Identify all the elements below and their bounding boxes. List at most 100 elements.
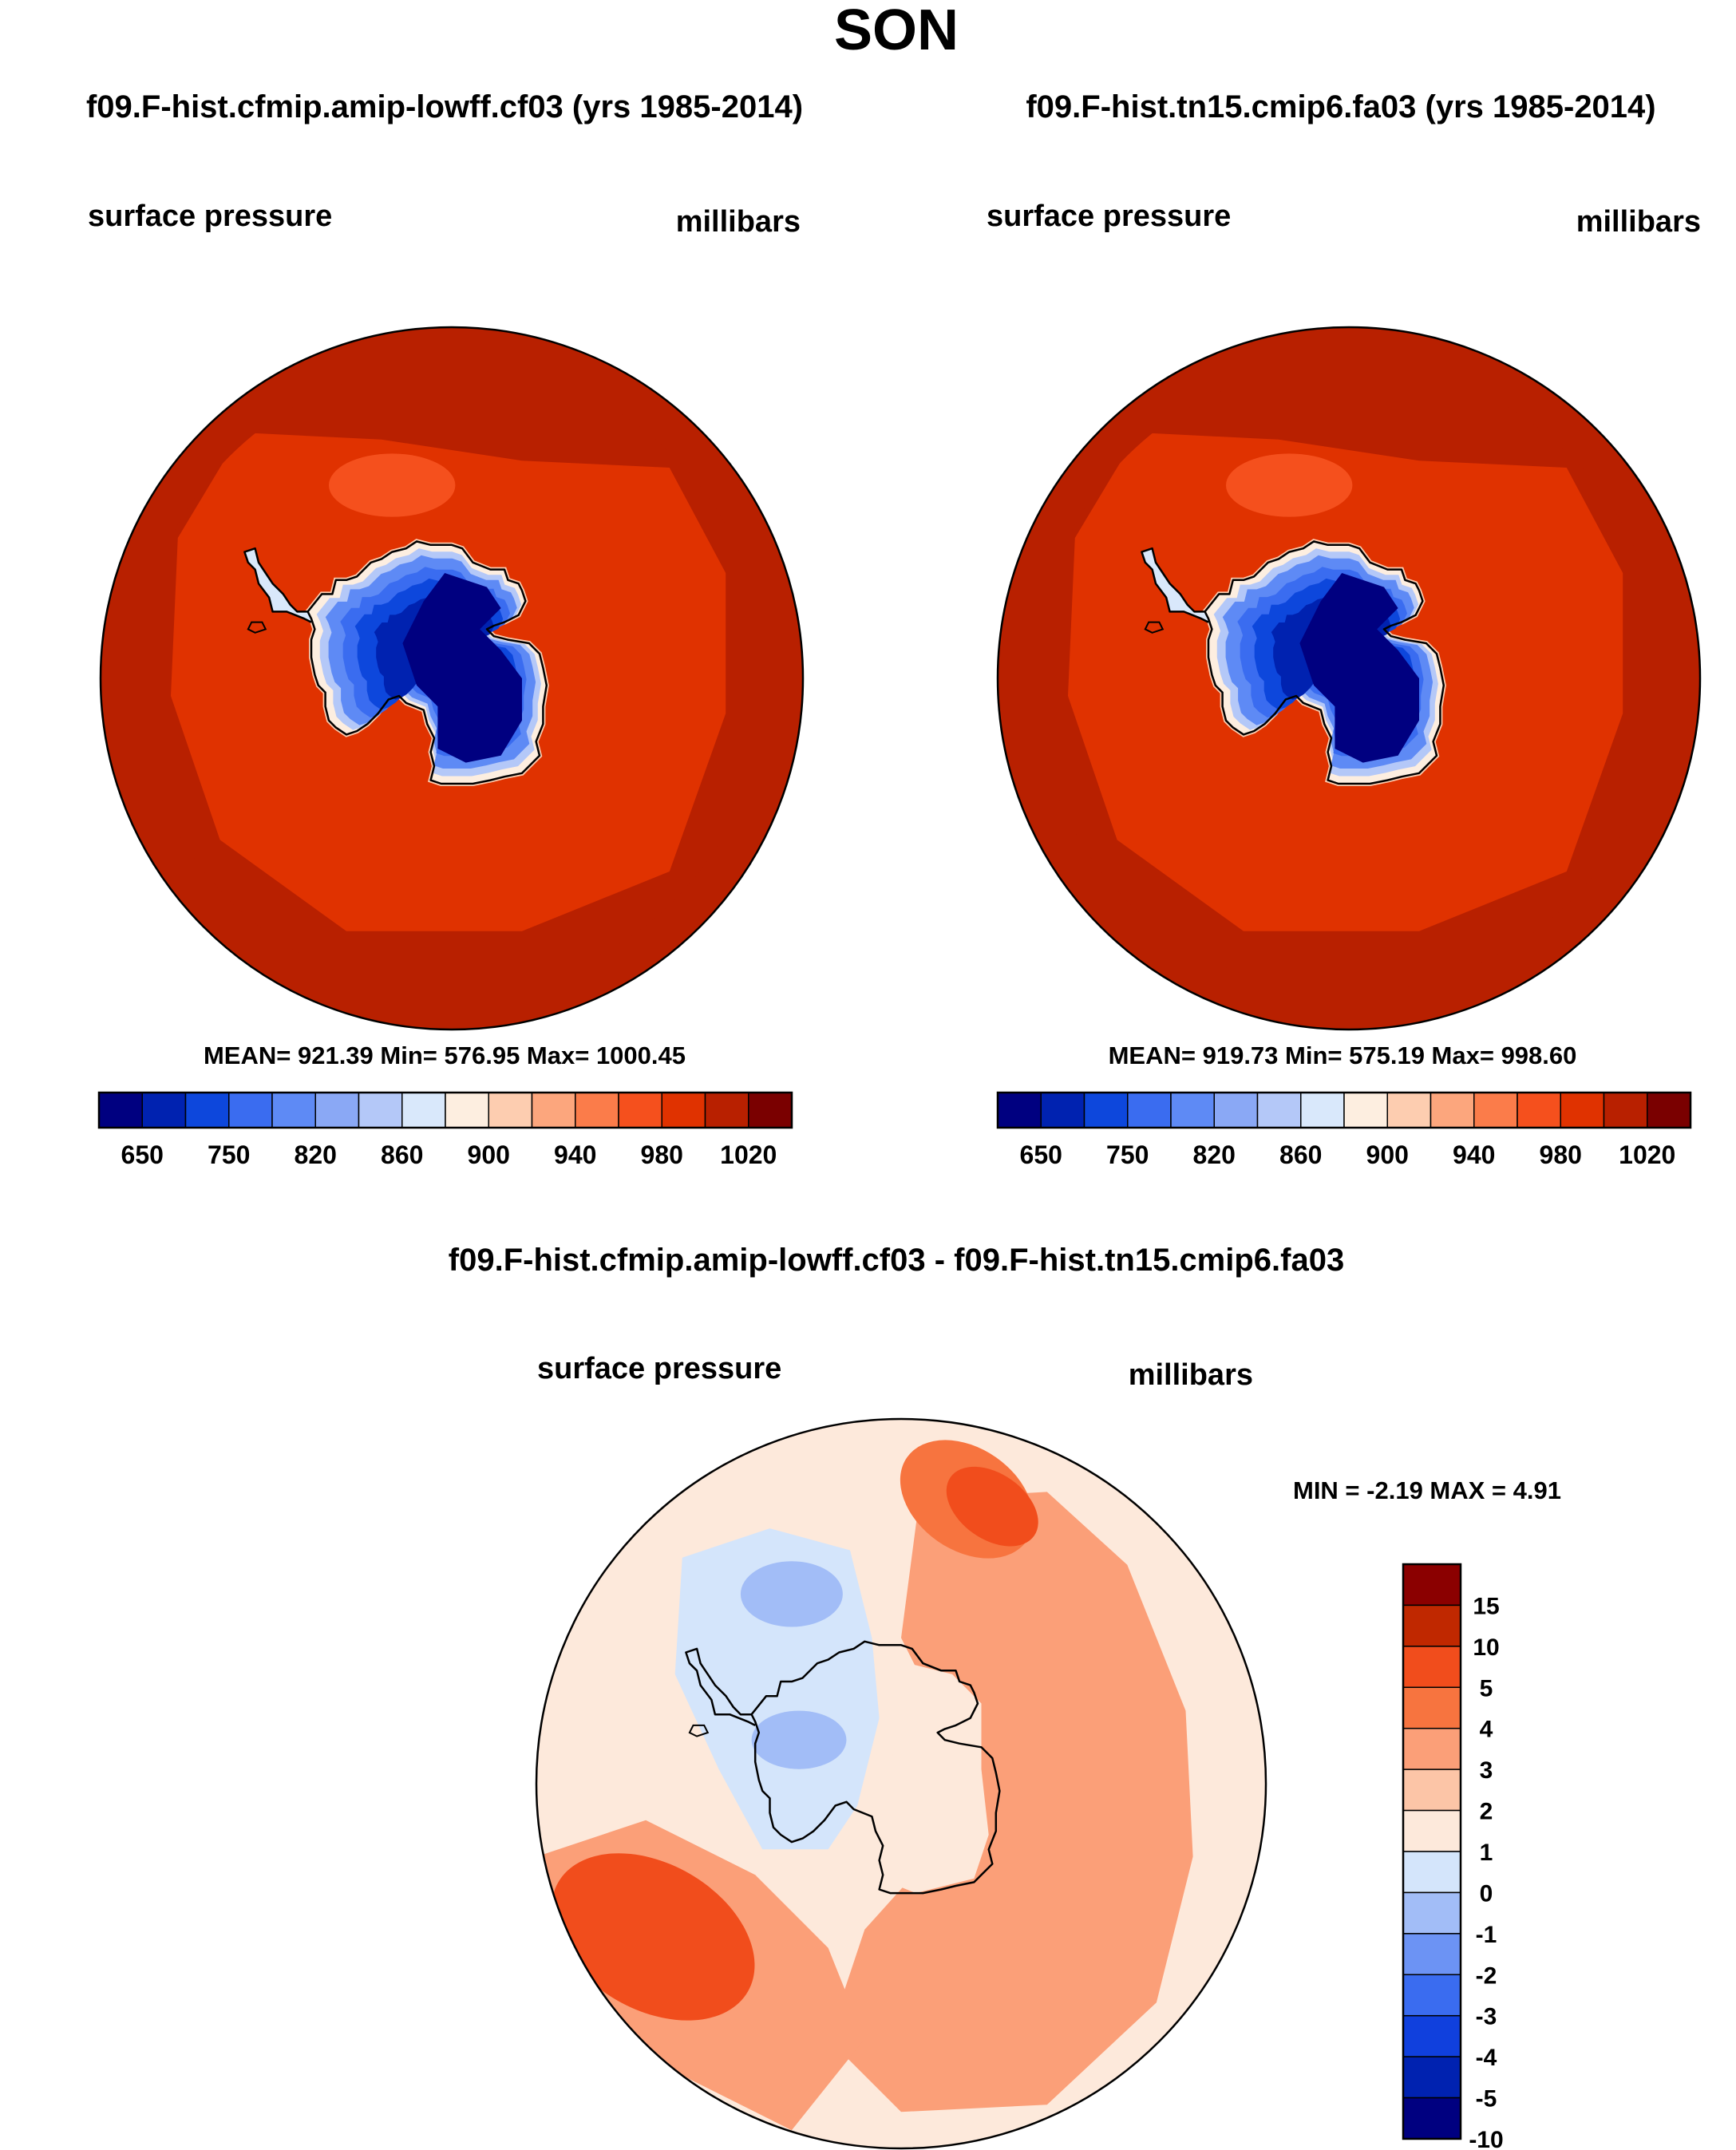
colorbar-tick-label: 0 [1480,1880,1493,1907]
colorbar-tick-label: 940 [1453,1140,1495,1169]
panel-left-colorbar: 650 750 820 860 900 940 980 1020 [97,1091,793,1169]
panel-left: f09.F-hist.cfmip.amip-lowff.cf03 (yrs 19… [86,89,805,1169]
colorbar-tick-label: 1020 [720,1140,777,1169]
colorbar-border [1402,1563,1462,2140]
colorbar-swatch-9 [488,1092,533,1128]
colorbar-swatch-8 [1402,1891,1461,1935]
colorbar-tick-label: -4 [1476,2045,1497,2071]
colorbar-swatch-5 [314,1092,360,1128]
island-coastline [688,1724,710,1737]
colorbar-tick-label: 900 [468,1140,510,1169]
colorbar-swatch-0 [1402,1563,1461,1607]
diff-negative-patch-south [751,1710,847,1769]
colorbar-tick-label: 900 [1366,1140,1409,1169]
colorbar-swatch-0 [997,1092,1042,1128]
colorbar-swatch-6 [1256,1092,1302,1128]
colorbar-swatch-3 [228,1092,273,1128]
colorbar-tick-label: -2 [1476,1962,1497,1989]
panel-right-map-border [996,326,1702,1031]
colorbar-swatch-4 [1170,1092,1215,1128]
coastline [1204,540,1445,785]
panel-left-map [101,327,803,1030]
colorbar-swatch-6 [358,1092,403,1128]
colorbar-swatch-2 [184,1092,230,1128]
colorbar-swatch-13 [1402,2097,1461,2140]
colorbar-tick-label: 860 [1279,1140,1322,1169]
colorbar-swatch-15 [748,1092,793,1128]
peninsula-coastline [685,1647,756,1727]
colorbar-swatch-14 [1603,1092,1648,1128]
colorbar-tick-label: 15 [1473,1593,1499,1619]
colorbar-swatch-1 [1040,1092,1085,1128]
colorbar-tick-label: 980 [641,1140,683,1169]
colorbar-swatch-3 [1402,1686,1461,1729]
colorbar-border [97,1091,793,1129]
colorbar-swatch-7 [401,1092,446,1128]
colorbar-swatch-11 [575,1092,619,1128]
colorbar-tick-label: 2 [1480,1799,1493,1825]
colorbar-swatch-14 [704,1092,749,1128]
colorbar-swatch-12 [1517,1092,1561,1128]
colorbar-swatch-8 [1343,1092,1388,1128]
subpolar-low-patch [329,453,456,517]
panel-diff-map [536,1419,1266,2148]
colorbar-swatch-9 [1386,1092,1432,1128]
diff-interior-band [872,1659,989,1894]
panel-right-title: f09.F-hist.tn15.cmip6.fa03 (yrs 1985-201… [1026,89,1655,124]
colorbar-swatch-13 [661,1092,706,1128]
colorbar-tick-label: 3 [1480,1757,1493,1784]
colorbar-swatch-8 [445,1092,489,1128]
coastline [306,540,548,785]
panel-left-stats: MEAN= 921.39 Min= 576.95 Max= 1000.45 [204,1041,686,1069]
colorbar-swatch-10 [531,1092,576,1128]
panel-diff-title: f09.F-hist.cfmip.amip-lowff.cf03 - f09.F… [449,1243,1344,1278]
panel-diff-stats: MIN = -2.19 MAX = 4.91 [1293,1476,1561,1504]
colorbar-border [996,1091,1692,1129]
panel-left-map-border [99,326,805,1031]
peninsula-coastline [1141,547,1209,623]
colorbar-tick-label: 940 [554,1140,596,1169]
panel-right-variable: surface pressure [987,200,1231,233]
panel-diff-map-border [535,1417,1267,2150]
coastline [750,1640,1001,1895]
colorbar-swatch-9 [1402,1933,1461,1976]
panel-left-title: f09.F-hist.cfmip.amip-lowff.cf03 (yrs 19… [86,89,803,124]
colorbar-swatch-2 [1402,1646,1461,1689]
island-coastline [247,621,267,634]
colorbar-swatch-12 [1402,2056,1461,2099]
diff-negative-patch-north [740,1561,843,1627]
east-antarctic-plateau [1299,573,1419,763]
panel-left-variable: surface pressure [88,200,332,233]
diff-southwest-max [552,1853,755,2021]
panel-right-units: millibars [1576,205,1701,239]
colorbar-tick-label: 1 [1480,1840,1493,1866]
colorbar-swatch-15 [1647,1092,1691,1128]
colorbar-swatch-12 [618,1092,662,1128]
east-antarctic-plateau [402,573,522,763]
colorbar-swatch-7 [1300,1092,1345,1128]
colorbar-tick-label: 10 [1473,1634,1499,1661]
colorbar-tick-label: 750 [208,1140,250,1169]
colorbar-tick-label: 650 [121,1140,164,1169]
peninsula-coastline [243,547,312,623]
colorbar-tick-label: -10 [1469,2127,1503,2150]
panel-right-colorbar: 650 750 820 860 900 940 980 1020 [996,1091,1692,1169]
colorbar-swatch-4 [271,1092,316,1128]
colorbar-swatch-6 [1402,1809,1461,1852]
colorbar-swatch-5 [1402,1769,1461,1812]
colorbar-swatch-1 [141,1092,187,1128]
colorbar-tick-label: -5 [1476,2086,1497,2112]
colorbar-tick-label: 750 [1106,1140,1149,1169]
panel-diff: f09.F-hist.cfmip.amip-lowff.cf03 - f09.F… [449,1243,1561,2150]
colorbar-swatch-3 [1127,1092,1172,1128]
colorbar-swatch-2 [1083,1092,1129,1128]
colorbar-tick-label: 820 [295,1140,337,1169]
panel-diff-variable: surface pressure [537,1352,781,1385]
colorbar-tick-label: 5 [1480,1675,1493,1701]
colorbar-swatch-10 [1430,1092,1475,1128]
colorbar-tick-label: 4 [1480,1717,1493,1743]
panel-right-map [998,327,1700,1030]
colorbar-tick-label: 820 [1193,1140,1236,1169]
colorbar-tick-label: -3 [1476,2004,1497,2030]
